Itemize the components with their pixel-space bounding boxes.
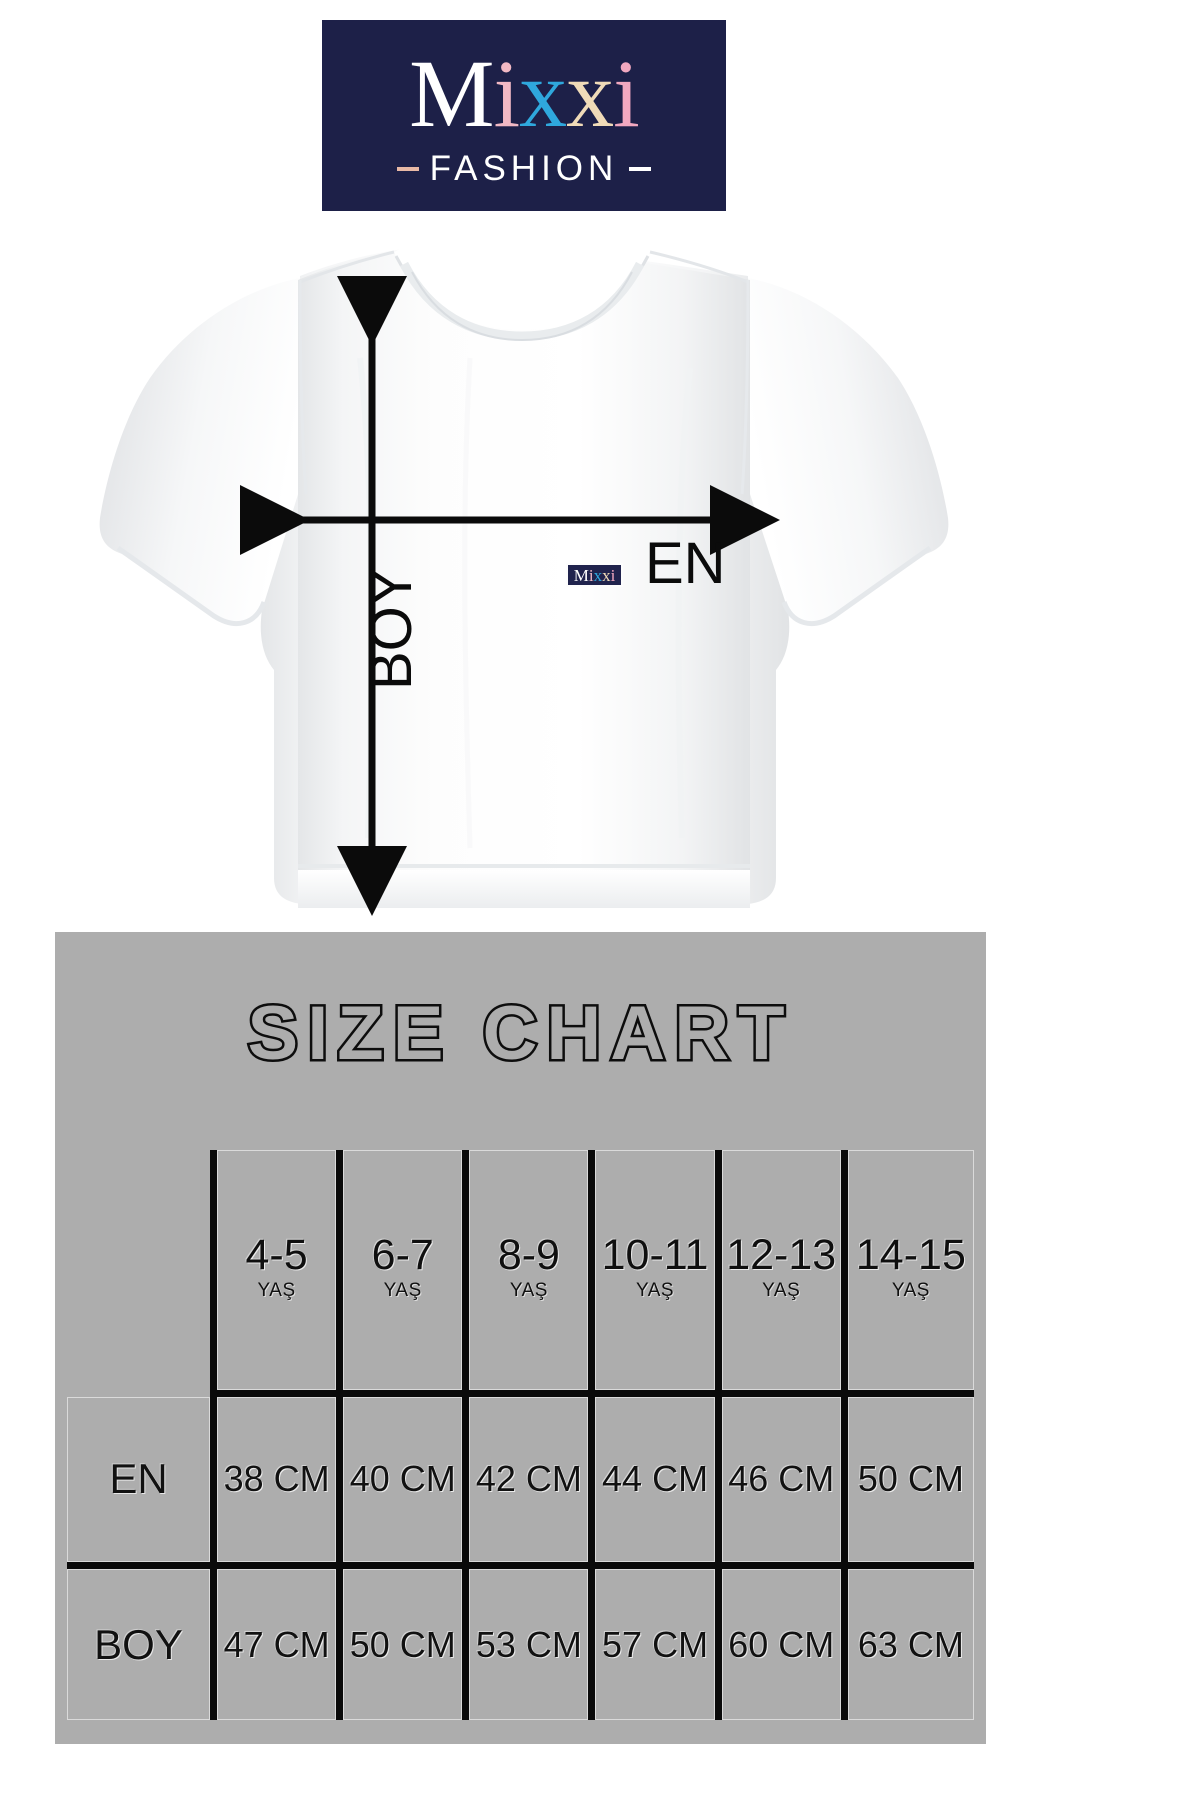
brand-tagline: FASHION (396, 149, 652, 189)
cell-boy-2: 53 CM (469, 1569, 596, 1720)
age-range-5: 14-15 (855, 1231, 966, 1279)
age-range-1: 6-7 (371, 1231, 434, 1279)
age-unit-4: YAŞ (762, 1280, 801, 1301)
table-row-en: EN 38 CM 40 CM 42 CM 44 CM 46 CM 50 CM (67, 1396, 974, 1570)
cell-en-2: 42 CM (469, 1396, 596, 1570)
age-range-3: 10-11 (601, 1231, 709, 1279)
tagline-text: FASHION (429, 149, 619, 189)
header-cell-age-3: 10-11 YAŞ (595, 1150, 722, 1397)
age-unit-2: YAŞ (509, 1280, 548, 1301)
neck-letter-x1: x (593, 565, 603, 585)
neck-letter-x2: x (602, 565, 611, 585)
tagline-dash-left-icon (396, 167, 419, 172)
brand-letter-i1: i (493, 39, 521, 147)
tshirt-illustration (99, 228, 949, 908)
length-label: BOY (359, 567, 424, 691)
cell-en-5: 50 CM (847, 1396, 974, 1570)
table-row-boy: BOY 47 CM 50 CM 53 CM 57 CM 60 CM 63 CM (67, 1569, 974, 1720)
row-label-en: EN (67, 1396, 217, 1570)
header-cell-age-1: 6-7 YAŞ (343, 1150, 470, 1397)
age-unit-1: YAŞ (383, 1280, 422, 1301)
cell-boy-1: 50 CM (343, 1569, 470, 1720)
size-chart-panel: SIZE CHART 4-5 YAŞ 6-7 YAŞ 8-9 YAŞ (55, 932, 986, 1744)
neck-letter-i2: i (610, 565, 616, 585)
size-chart-table: 4-5 YAŞ 6-7 YAŞ 8-9 YAŞ 10-11 YAŞ (67, 1150, 974, 1720)
cell-boy-4: 60 CM (721, 1569, 848, 1720)
header-cell-age-2: 8-9 YAŞ (469, 1150, 596, 1397)
brand-letter-m: M (409, 39, 494, 147)
header-cell-age-5: 14-15 YAŞ (847, 1150, 974, 1397)
cell-boy-5: 63 CM (847, 1569, 974, 1720)
age-range-4: 12-13 (726, 1231, 837, 1279)
size-chart-title: SIZE CHART (245, 989, 794, 1079)
brand-letter-i2: i (613, 39, 640, 147)
age-range-2: 8-9 (497, 1231, 560, 1279)
age-range-0: 4-5 (245, 1231, 308, 1279)
age-unit-5: YAŞ (891, 1280, 930, 1301)
age-unit-3: YAŞ (635, 1280, 675, 1301)
cell-en-0: 38 CM (217, 1396, 344, 1570)
table-row-header: 4-5 YAŞ 6-7 YAŞ 8-9 YAŞ 10-11 YAŞ (67, 1150, 974, 1397)
size-chart-grid: 4-5 YAŞ 6-7 YAŞ 8-9 YAŞ 10-11 YAŞ (67, 1150, 974, 1720)
header-cell-age-4: 12-13 YAŞ (721, 1150, 848, 1397)
cell-en-4: 46 CM (721, 1396, 848, 1570)
header-cell-age-0: 4-5 YAŞ (217, 1150, 344, 1397)
cell-boy-0: 47 CM (217, 1569, 344, 1720)
age-unit-0: YAŞ (257, 1280, 296, 1301)
cell-en-3: 44 CM (595, 1396, 722, 1570)
neck-letter-m: M (573, 565, 589, 585)
width-label: EN (645, 531, 726, 596)
neck-letter-i1: i (588, 565, 594, 585)
brand-letter-x1: x (519, 39, 567, 147)
row-label-boy: BOY (67, 1569, 217, 1720)
header-corner-cell (67, 1150, 217, 1397)
brand-letter-x2: x (566, 39, 614, 147)
tagline-dash-right-icon (629, 167, 652, 172)
cell-boy-3: 57 CM (595, 1569, 722, 1720)
cell-en-1: 40 CM (343, 1396, 470, 1570)
